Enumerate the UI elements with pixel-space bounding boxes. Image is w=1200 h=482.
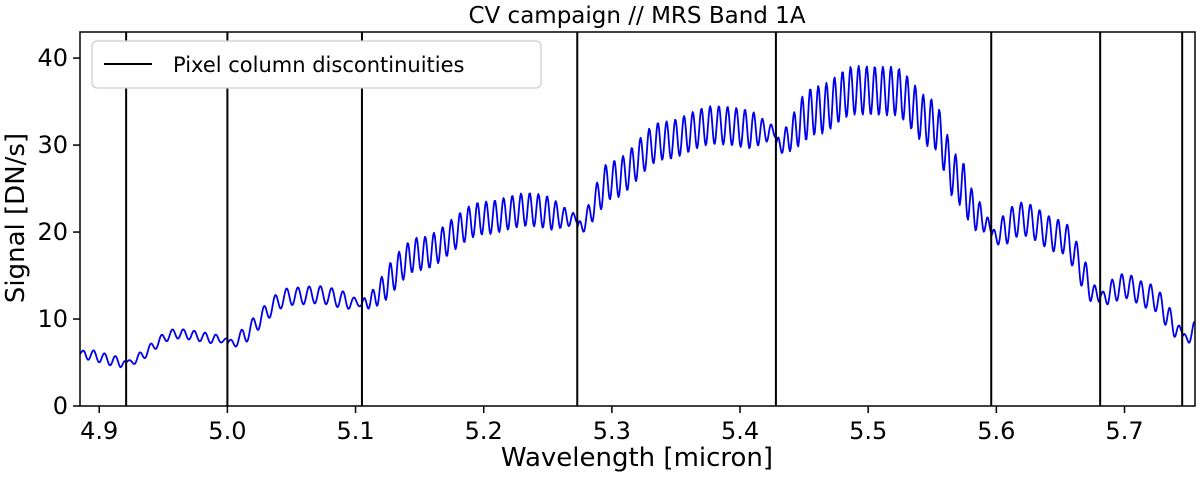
y-tick-label: 30 [37, 131, 68, 159]
chart-title: CV campaign // MRS Band 1A [468, 3, 805, 29]
y-tick-label: 10 [37, 305, 68, 333]
legend: Pixel column discontinuities [91, 40, 542, 89]
y-tick-label: 0 [53, 392, 68, 420]
y-axis-label: Signal [DN/s] [1, 133, 31, 303]
y-tick-label: 40 [37, 44, 68, 72]
signal-line [80, 65, 1195, 369]
legend-label: Pixel column discontinuities [173, 53, 465, 77]
x-tick-label: 5.1 [336, 417, 374, 445]
y-tick-label: 20 [37, 218, 68, 246]
x-tick-label: 5.6 [977, 417, 1015, 445]
x-tick-label: 5.2 [465, 417, 503, 445]
x-tick-label: 5.0 [208, 417, 246, 445]
x-tick-label: 5.4 [721, 417, 759, 445]
axes-frame [79, 31, 1196, 407]
legend-box [91, 40, 542, 89]
x-tick-label: 5.7 [1105, 417, 1143, 445]
plot-area [80, 32, 1195, 406]
axes: 4.9 5.0 5.1 5.2 5.3 5.4 5.5 5.6 5.7 0 10 20 30 40 [37, 31, 1196, 445]
x-tick-label: 5.3 [593, 417, 631, 445]
x-axis-label: Wavelength [micron] [501, 443, 773, 473]
x-tick-label: 5.5 [849, 417, 887, 445]
x-tick-label: 4.9 [80, 417, 118, 445]
